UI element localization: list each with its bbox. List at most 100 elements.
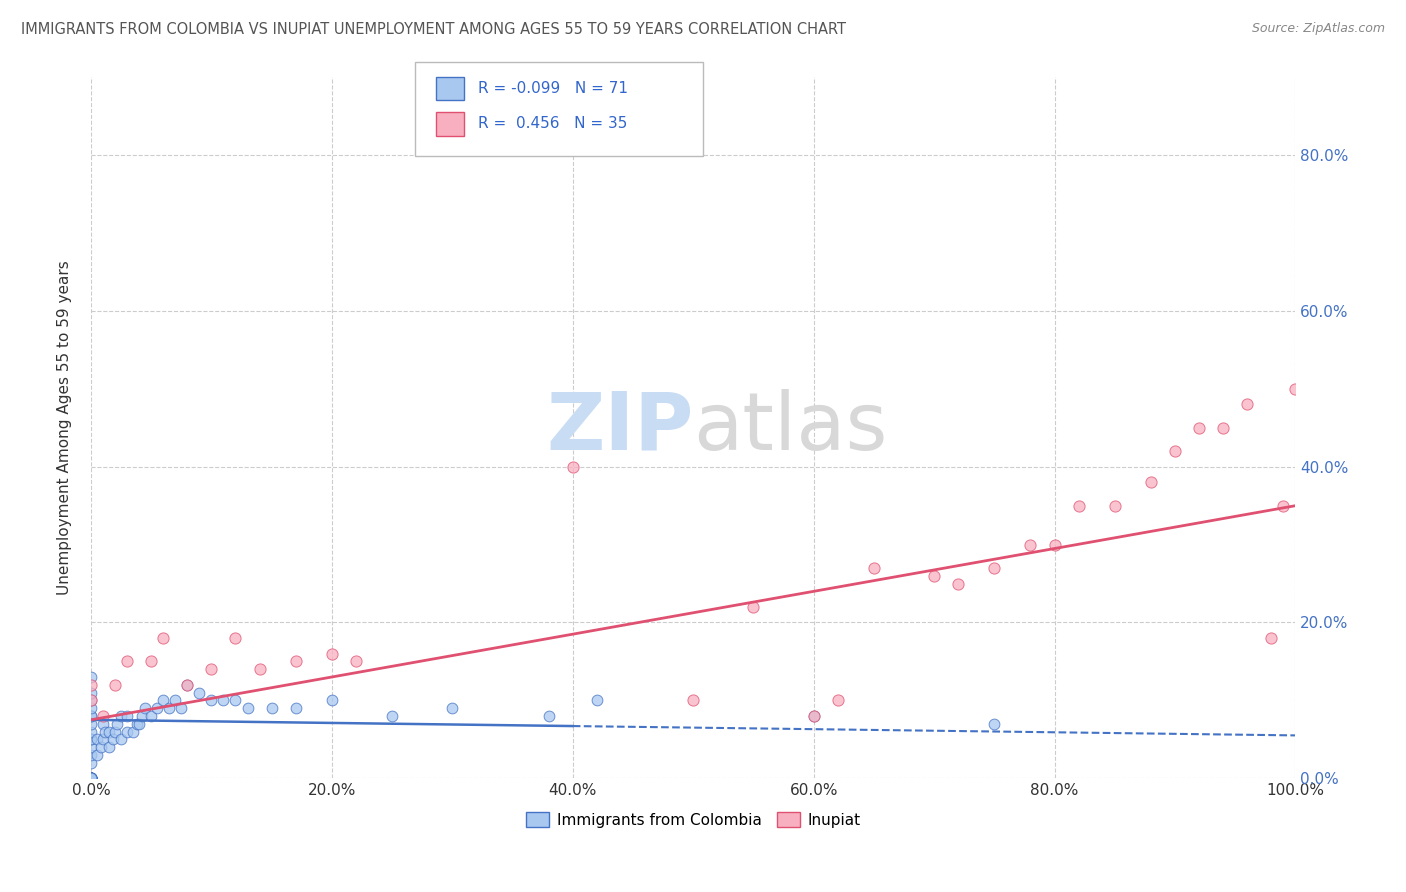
Point — [284, 701, 307, 715]
Point — [86, 747, 108, 762]
Point — [80, 771, 103, 785]
Point — [80, 670, 103, 684]
Point — [260, 701, 283, 715]
Legend: Immigrants from Colombia, Inupiat: Immigrants from Colombia, Inupiat — [520, 805, 866, 834]
Point — [141, 655, 163, 669]
Point — [115, 655, 138, 669]
Point — [1272, 499, 1295, 513]
Point — [94, 724, 117, 739]
Text: IMMIGRANTS FROM COLOMBIA VS INUPIAT UNEMPLOYMENT AMONG AGES 55 TO 59 YEARS CORRE: IMMIGRANTS FROM COLOMBIA VS INUPIAT UNEM… — [21, 22, 846, 37]
Point — [1043, 538, 1066, 552]
Point — [585, 693, 607, 707]
Text: R = -0.099   N = 71: R = -0.099 N = 71 — [478, 81, 628, 95]
Point — [86, 732, 108, 747]
Point — [682, 693, 704, 707]
Point — [91, 709, 114, 723]
Point — [134, 701, 156, 715]
Point — [80, 771, 103, 785]
Point — [80, 771, 103, 785]
Point — [1284, 382, 1306, 396]
Point — [80, 756, 103, 770]
Point — [922, 568, 945, 582]
Point — [80, 771, 103, 785]
Point — [863, 561, 886, 575]
Point — [80, 709, 103, 723]
Point — [115, 724, 138, 739]
Point — [152, 631, 174, 645]
Point — [157, 701, 180, 715]
Point — [122, 724, 145, 739]
Point — [80, 771, 103, 785]
Point — [90, 740, 112, 755]
Point — [80, 740, 103, 755]
Point — [441, 701, 464, 715]
Point — [1236, 397, 1258, 411]
Point — [827, 693, 849, 707]
Point — [80, 771, 103, 785]
Point — [249, 662, 271, 676]
Point — [80, 771, 103, 785]
Point — [80, 716, 103, 731]
Text: R =  0.456   N = 35: R = 0.456 N = 35 — [478, 117, 627, 131]
Point — [983, 561, 1005, 575]
Point — [561, 459, 583, 474]
Point — [176, 678, 198, 692]
Point — [91, 732, 114, 747]
Point — [104, 724, 127, 739]
Text: Source: ZipAtlas.com: Source: ZipAtlas.com — [1251, 22, 1385, 36]
Point — [200, 662, 222, 676]
Point — [176, 678, 198, 692]
Point — [152, 693, 174, 707]
Point — [80, 747, 103, 762]
Text: atlas: atlas — [693, 389, 887, 467]
Point — [80, 724, 103, 739]
Point — [104, 678, 127, 692]
Point — [80, 701, 103, 715]
Point — [110, 732, 132, 747]
Point — [80, 693, 103, 707]
Point — [146, 701, 169, 715]
Point — [1212, 421, 1234, 435]
Point — [983, 716, 1005, 731]
Point — [80, 771, 103, 785]
Point — [80, 771, 103, 785]
Point — [80, 678, 103, 692]
Point — [115, 709, 138, 723]
Point — [98, 740, 121, 755]
Point — [321, 693, 343, 707]
Point — [948, 576, 970, 591]
Point — [200, 693, 222, 707]
Text: ZIP: ZIP — [546, 389, 693, 467]
Point — [236, 701, 259, 715]
Point — [321, 647, 343, 661]
Y-axis label: Unemployment Among Ages 55 to 59 years: Unemployment Among Ages 55 to 59 years — [58, 260, 72, 595]
Point — [80, 771, 103, 785]
Point — [170, 701, 193, 715]
Point — [1188, 421, 1211, 435]
Point — [537, 709, 560, 723]
Point — [80, 771, 103, 785]
Point — [212, 693, 235, 707]
Point — [803, 709, 825, 723]
Point — [188, 685, 211, 699]
Point — [91, 716, 114, 731]
Point — [1164, 444, 1187, 458]
Point — [110, 709, 132, 723]
Point — [1019, 538, 1042, 552]
Point — [284, 655, 307, 669]
Point — [80, 771, 103, 785]
Point — [125, 716, 148, 731]
Point — [742, 599, 765, 614]
Point — [80, 771, 103, 785]
Point — [80, 771, 103, 785]
Point — [1140, 475, 1163, 490]
Point — [1260, 631, 1282, 645]
Point — [224, 631, 246, 645]
Point — [80, 771, 103, 785]
Point — [101, 732, 124, 747]
Point — [1067, 499, 1090, 513]
Point — [80, 771, 103, 785]
Point — [128, 716, 150, 731]
Point — [80, 732, 103, 747]
Point — [80, 685, 103, 699]
